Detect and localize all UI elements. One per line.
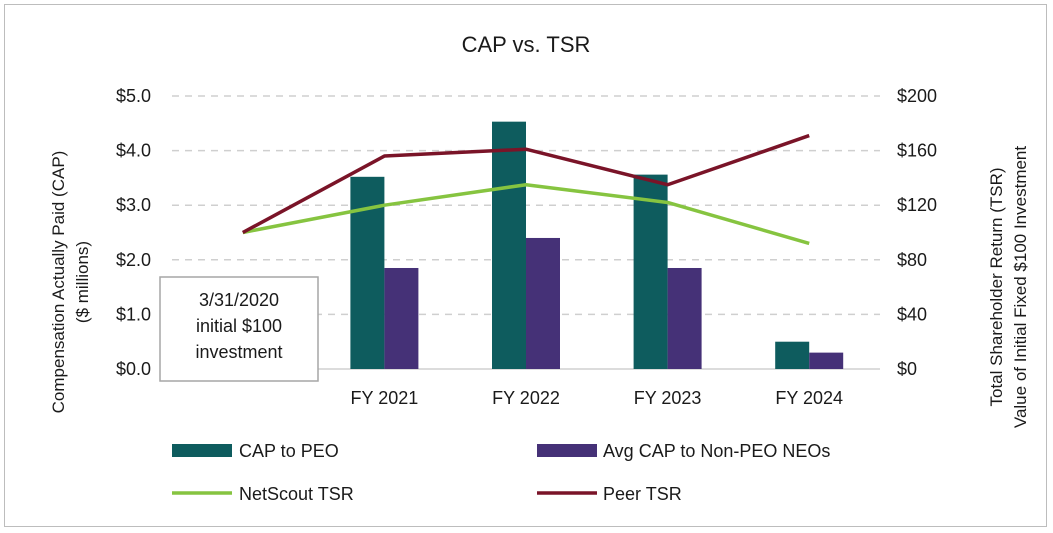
right-tick-label: $40: [897, 304, 927, 324]
right-axis-title: Total Shareholder Return (TSR) Value of …: [987, 146, 1030, 429]
x-tick-label: FY 2022: [492, 388, 560, 408]
x-axis-ticks: FY 2021 FY 2022 FY 2023 FY 2024: [351, 388, 844, 408]
bars: [350, 121, 844, 369]
right-axis-title-line1: Total Shareholder Return (TSR): [987, 167, 1006, 406]
legend-label-cap-peo: CAP to PEO: [239, 441, 339, 461]
left-axis-title: Compensation Actually Paid (CAP) ($ mill…: [49, 151, 92, 414]
right-tick-label: $200: [897, 86, 937, 106]
annotation-line-1: 3/31/2020: [199, 290, 279, 310]
right-tick-label: $120: [897, 195, 937, 215]
right-tick-label: $0: [897, 359, 917, 379]
annotation-line-2: initial $100: [196, 316, 282, 336]
right-axis-ticks: $0 $40 $80 $120 $160 $200: [897, 86, 937, 379]
bar-avg-cap-non-peo: [526, 237, 560, 369]
left-tick-label: $4.0: [116, 141, 151, 161]
left-tick-label: $3.0: [116, 195, 151, 215]
x-tick-label: FY 2023: [634, 388, 702, 408]
legend-swatch-cap-peo: [172, 444, 232, 457]
annotation-border: [159, 276, 319, 382]
legend-label-netscout-tsr: NetScout TSR: [239, 484, 354, 504]
bar-cap-to-peo: [492, 121, 526, 369]
bar-cap-to-peo: [775, 341, 810, 369]
left-tick-label: $2.0: [116, 250, 151, 270]
bar-avg-cap-non-peo: [809, 352, 844, 369]
left-axis-ticks: $0.0 $1.0 $2.0 $3.0 $4.0 $5.0: [116, 86, 151, 379]
left-axis-title-line1: Compensation Actually Paid (CAP): [49, 151, 68, 414]
left-tick-label: $5.0: [116, 86, 151, 106]
chart-title: CAP vs. TSR: [462, 32, 591, 57]
x-tick-label: FY 2024: [775, 388, 843, 408]
legend: CAP to PEO Avg CAP to Non-PEO NEOs NetSc…: [172, 441, 830, 504]
legend-label-avg-cap: Avg CAP to Non-PEO NEOs: [603, 441, 830, 461]
legend-label-peer-tsr: Peer TSR: [603, 484, 682, 504]
bar-avg-cap-non-peo: [384, 267, 419, 369]
line-peer-tsr: [241, 133, 810, 235]
right-tick-label: $160: [897, 141, 937, 161]
legend-swatch-avg-cap: [537, 444, 597, 457]
tsr-lines: [241, 133, 810, 246]
line-netscout-tsr: [242, 182, 810, 246]
x-tick-label: FY 2021: [351, 388, 419, 408]
left-axis-title-line2: ($ millions): [73, 241, 92, 323]
annotation-line-3: investment: [195, 342, 282, 362]
right-axis-title-line2: Value of Initial Fixed $100 Investment: [1011, 146, 1030, 429]
annotation-box: 3/31/2020 initial $100 investment: [159, 276, 319, 382]
bar-cap-to-peo: [633, 174, 668, 369]
left-tick-label: $0.0: [116, 359, 151, 379]
left-tick-label: $1.0: [116, 304, 151, 324]
bar-avg-cap-non-peo: [667, 267, 702, 369]
right-tick-label: $80: [897, 250, 927, 270]
